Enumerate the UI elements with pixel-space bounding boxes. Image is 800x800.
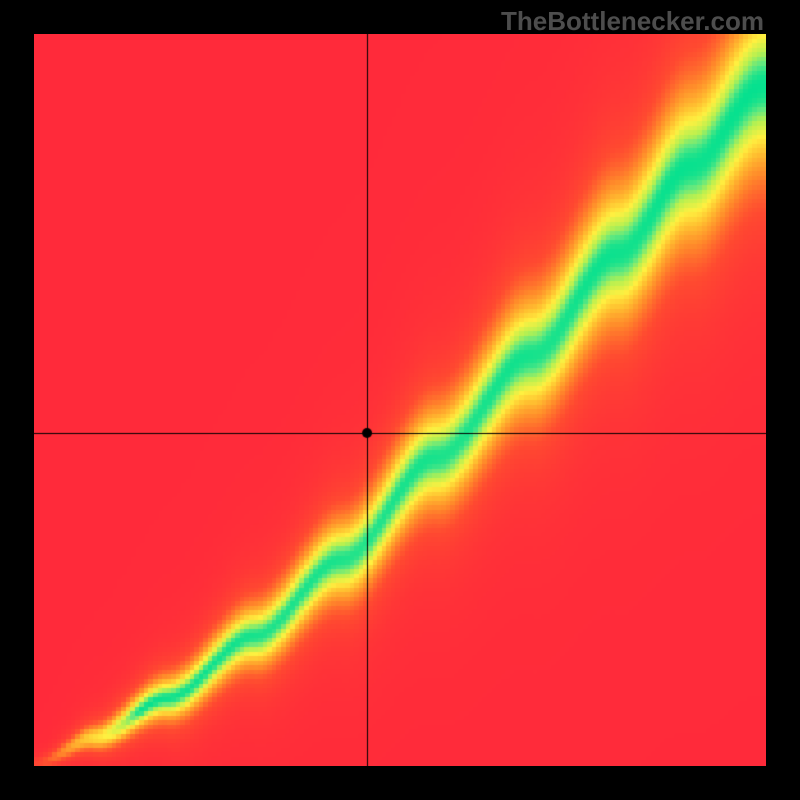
watermark-text: TheBottlenecker.com	[501, 6, 764, 37]
bottleneck-heatmap	[34, 34, 766, 766]
chart-container: TheBottlenecker.com	[0, 0, 800, 800]
